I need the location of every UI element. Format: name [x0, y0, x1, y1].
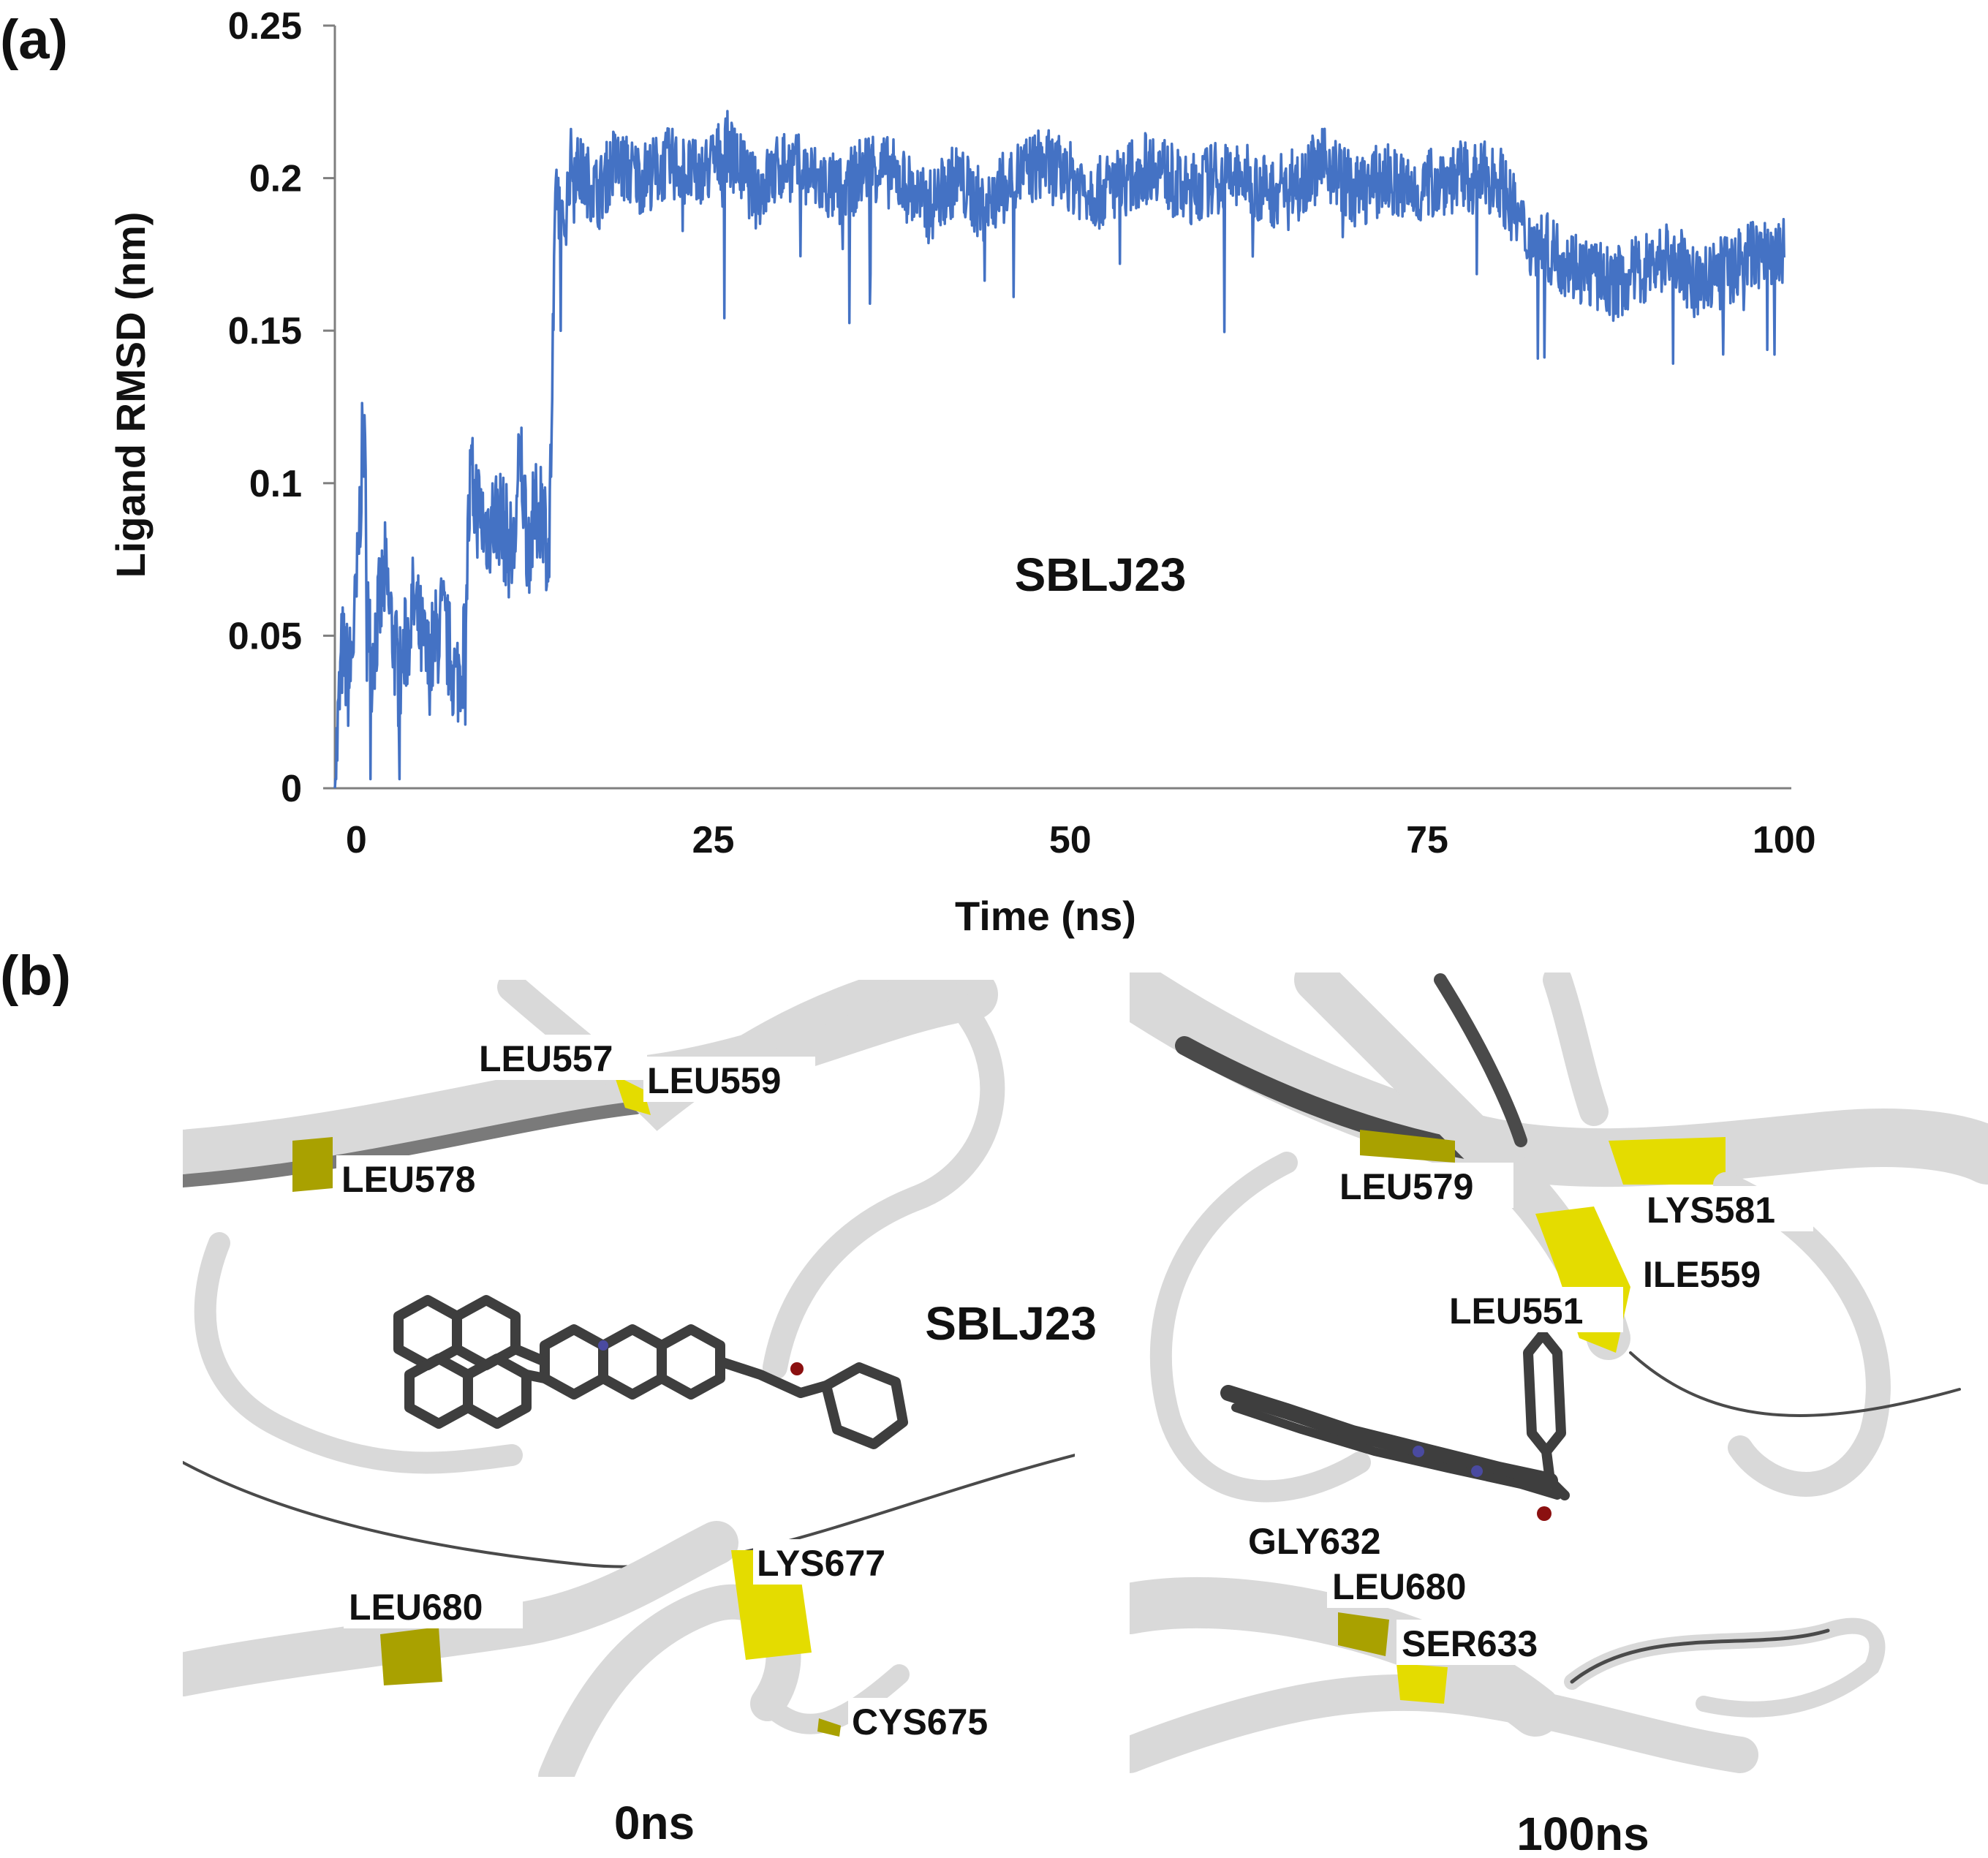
- ligand-label-0ns: SBLJ23: [925, 1297, 1097, 1350]
- svg-text:LYS677: LYS677: [757, 1543, 885, 1584]
- svg-text:LEU557: LEU557: [479, 1038, 613, 1079]
- svg-text:GLY632: GLY632: [1248, 1521, 1381, 1562]
- ribbon-strand-shade: [1434, 973, 1527, 1147]
- residue-label-leu579: LEU579: [1334, 1163, 1513, 1208]
- residue-label-cys675: CYS675: [848, 1698, 1027, 1743]
- ribbon-strand: [1130, 973, 1988, 1187]
- ribbon-loop: [194, 1232, 523, 1474]
- y-axis-title: Ligand RMSD (nm): [107, 212, 154, 578]
- ligand-stick-model-0ns: [393, 1295, 908, 1449]
- residue-highlight: [614, 1075, 651, 1115]
- series-line-ligand-rmsd: [333, 110, 1785, 789]
- y-tick-label: 0: [281, 768, 302, 810]
- ribbon-strand: [1543, 973, 1609, 1126]
- structure-0ns: SBLJ23 LEU557 LEU559 LEU578 LYS677 LEU68…: [183, 980, 1097, 1849]
- ribbon-coil: [1629, 1351, 1961, 1417]
- residue-highlight: [817, 1718, 841, 1737]
- x-tick-label: 75: [1406, 819, 1448, 861]
- panel-a-label: (a): [0, 9, 68, 71]
- residue-label-leu557: LEU557: [475, 1035, 647, 1080]
- svg-text:CYS675: CYS675: [852, 1702, 988, 1742]
- x-axis-title: Time (ns): [955, 893, 1136, 939]
- ligand-stick-model-100ns: [1220, 1329, 1570, 1521]
- residue-highlight: [1360, 1130, 1455, 1163]
- residue-label-lys581: LYS581: [1641, 1186, 1813, 1231]
- svg-text:LEU551: LEU551: [1449, 1291, 1583, 1332]
- x-axis-ticks: 0 25 50 75 100: [346, 819, 1816, 861]
- svg-text:LEU680: LEU680: [349, 1587, 483, 1628]
- residue-label-ile559: ILE559: [1638, 1250, 1799, 1296]
- svg-text:LEU559: LEU559: [647, 1060, 781, 1101]
- svg-text:ILE559: ILE559: [1643, 1254, 1761, 1295]
- residue-highlight: [1338, 1612, 1389, 1656]
- residue-highlight: [292, 1137, 333, 1192]
- x-tick-label: 25: [692, 819, 735, 861]
- chart-annotation: SBLJ23: [1015, 548, 1187, 601]
- residue-label-ser633: SER633: [1396, 1620, 1576, 1665]
- caption-100ns: 100ns: [1516, 1808, 1649, 1854]
- ribbon-loop: [1713, 1172, 1891, 1497]
- residue-label-gly632: GLY632: [1243, 1517, 1422, 1563]
- residue-label-leu680: LEU680: [344, 1583, 523, 1628]
- residue-highlight: [1609, 1137, 1726, 1185]
- y-axis-ticks: 0 0.05 0.1 0.15 0.2 0.25: [228, 5, 335, 810]
- residue-label-leu559: LEU559: [643, 1057, 815, 1102]
- ribbon-coil: [1570, 1628, 1830, 1684]
- y-tick-label: 0.25: [228, 5, 302, 48]
- svg-text:LYS581: LYS581: [1647, 1190, 1775, 1231]
- y-tick-label: 0.05: [228, 615, 302, 657]
- residue-label-lys677: LYS677: [753, 1539, 925, 1585]
- ribbon-coil: [183, 1454, 1075, 1568]
- residue-label-leu680: LEU680: [1327, 1563, 1506, 1608]
- residue-highlight: [380, 1627, 442, 1685]
- series-layer: [333, 110, 1785, 789]
- residue-label-leu578: LEU578: [336, 1155, 515, 1201]
- ribbon-loop: [1149, 1152, 1371, 1503]
- structure-100ns: LEU579 LYS581 ILE559 LEU551 GLY632 LEU68…: [1130, 973, 1988, 1858]
- svg-text:LEU578: LEU578: [341, 1159, 475, 1200]
- ribbon-cartoon-100ns: [1130, 973, 1988, 1773]
- svg-text:SER633: SER633: [1402, 1623, 1538, 1664]
- residue-highlight: [1396, 1663, 1448, 1704]
- ribbon-loop: [1564, 1617, 1886, 1718]
- panel-b-label: (b): [0, 945, 71, 1007]
- rmsd-chart: 0 0.05 0.1 0.15 0.2 0.25 0 25 50 75 100 SBLJ23 Ti…: [107, 5, 1816, 939]
- ribbon-loop: [763, 982, 1005, 1380]
- ribbon-cartoon-0ns: [183, 980, 1075, 1777]
- residue-label-leu551: LEU551: [1444, 1287, 1623, 1332]
- svg-text:LEU680: LEU680: [1332, 1566, 1466, 1607]
- caption-0ns: 0ns: [614, 1797, 695, 1849]
- ribbon-strand: [1130, 1674, 1758, 1773]
- svg-text:LEU579: LEU579: [1339, 1166, 1473, 1207]
- ribbon-strand-shade: [183, 1101, 643, 1187]
- x-tick-label: 50: [1049, 819, 1092, 861]
- x-tick-label: 0: [346, 819, 367, 861]
- y-tick-label: 0.2: [249, 158, 302, 200]
- y-tick-label: 0.1: [249, 463, 302, 505]
- y-tick-label: 0.15: [228, 310, 302, 352]
- x-tick-label: 100: [1753, 819, 1816, 861]
